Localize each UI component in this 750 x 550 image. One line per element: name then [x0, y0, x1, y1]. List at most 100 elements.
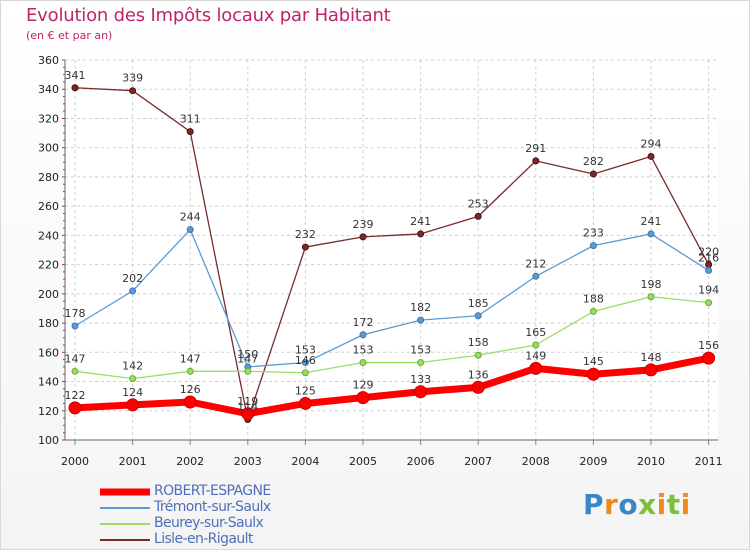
data-point-tremont-sur-saulx: [301, 359, 309, 367]
x-tick-label: 2001: [119, 455, 147, 468]
data-point-tremont-sur-saulx: [474, 312, 482, 320]
data-point-tremont-sur-saulx: [417, 316, 425, 324]
data-label-beurey-sur-saulx: 147: [65, 352, 86, 365]
data-point-tremont-sur-saulx: [589, 242, 597, 250]
data-point-tremont-sur-saulx: [705, 266, 713, 274]
data-point-robert-espagne: [183, 395, 197, 409]
x-tick-label: 2002: [176, 455, 204, 468]
data-label-robert-espagne: 149: [525, 349, 546, 362]
data-label-lisle-en-rigault: 114: [237, 401, 258, 414]
data-label-tremont-sur-saulx: 182: [410, 301, 431, 314]
logo-letter: o: [618, 488, 639, 521]
data-point-beurey-sur-saulx: [129, 375, 137, 383]
data-label-robert-espagne: 148: [641, 351, 662, 364]
data-point-beurey-sur-saulx: [301, 369, 309, 377]
data-label-tremont-sur-saulx: 153: [295, 344, 316, 357]
x-tick-label: 2011: [695, 455, 723, 468]
data-label-lisle-en-rigault: 232: [295, 228, 316, 241]
data-label-tremont-sur-saulx: 178: [65, 307, 86, 320]
data-label-tremont-sur-saulx: 216: [698, 251, 719, 264]
y-tick-label: 300: [38, 142, 59, 155]
y-tick-label: 240: [38, 229, 59, 242]
y-tick-label: 160: [38, 346, 59, 359]
data-label-lisle-en-rigault: 220: [698, 246, 719, 259]
data-label-tremont-sur-saulx: 150: [237, 348, 258, 361]
data-point-lisle-en-rigault: [589, 170, 597, 178]
data-label-beurey-sur-saulx: 142: [122, 360, 143, 373]
y-tick-label: 120: [38, 405, 59, 418]
data-label-lisle-en-rigault: 341: [65, 69, 86, 82]
data-label-robert-espagne: 136: [468, 368, 489, 381]
plot-area: [65, 60, 718, 440]
chart-title: Evolution des Impôts locaux par Habitant: [26, 5, 391, 26]
data-point-lisle-en-rigault: [186, 128, 194, 136]
data-point-robert-espagne: [298, 396, 312, 410]
legend-swatch-robert-espagne: [100, 488, 150, 496]
y-tick-label: 140: [38, 376, 59, 389]
data-point-robert-espagne: [356, 391, 370, 405]
data-label-lisle-en-rigault: 339: [122, 72, 143, 85]
x-tick-label: 2003: [234, 455, 262, 468]
logo-letter: P: [583, 488, 605, 521]
x-tick-label: 2006: [407, 455, 435, 468]
y-tick-label: 100: [38, 434, 59, 447]
data-label-tremont-sur-saulx: 172: [353, 316, 374, 329]
data-point-robert-espagne: [644, 363, 658, 377]
data-point-beurey-sur-saulx: [244, 367, 252, 375]
x-tick-label: 2004: [291, 455, 319, 468]
data-point-robert-espagne: [126, 398, 140, 412]
data-point-beurey-sur-saulx: [417, 359, 425, 367]
data-point-beurey-sur-saulx: [589, 307, 597, 315]
data-point-tremont-sur-saulx: [129, 287, 137, 295]
series-line-robert-espagne: [74, 354, 710, 418]
data-label-lisle-en-rigault: 241: [410, 215, 431, 228]
data-point-lisle-en-rigault: [359, 233, 367, 241]
legend-swatch-lisle-en-rigault: [100, 539, 150, 541]
data-point-tremont-sur-saulx: [71, 322, 79, 330]
data-label-beurey-sur-saulx: 158: [468, 336, 489, 349]
data-point-robert-espagne: [702, 351, 716, 365]
legend-swatch-beurey-sur-saulx: [100, 523, 150, 525]
data-label-tremont-sur-saulx: 241: [641, 215, 662, 228]
data-point-robert-espagne: [529, 361, 543, 375]
y-tick-label: 320: [38, 112, 59, 125]
x-tick-label: 2010: [637, 455, 665, 468]
data-label-beurey-sur-saulx: 153: [353, 344, 374, 357]
data-label-beurey-sur-saulx: 165: [525, 326, 546, 339]
data-label-beurey-sur-saulx: 198: [641, 278, 662, 291]
data-point-robert-espagne: [471, 380, 485, 394]
y-tick-label: 180: [38, 317, 59, 330]
legend-label-tremont-sur-saulx: Trémont-sur-Saulx: [154, 499, 271, 515]
x-tick-label: 2009: [579, 455, 607, 468]
legend-label-robert-espagne: ROBERT-ESPAGNE: [154, 483, 271, 499]
logo-letter: r: [604, 488, 619, 521]
y-tick-label: 260: [38, 200, 59, 213]
data-point-robert-espagne: [68, 401, 82, 415]
data-point-tremont-sur-saulx: [359, 331, 367, 339]
data-label-tremont-sur-saulx: 244: [180, 211, 201, 224]
data-label-extra: 119: [237, 395, 258, 408]
legend-label-beurey-sur-saulx: Beurey-sur-Saulx: [154, 515, 264, 531]
data-label-robert-espagne: 122: [65, 389, 86, 402]
data-point-beurey-sur-saulx: [705, 299, 713, 307]
data-point-beurey-sur-saulx: [359, 359, 367, 367]
data-label-beurey-sur-saulx: 147: [180, 352, 201, 365]
data-label-tremont-sur-saulx: 212: [525, 257, 546, 270]
legend-label-lisle-en-rigault: Lisle-en-Rigault: [154, 531, 253, 547]
data-point-tremont-sur-saulx: [647, 230, 655, 238]
data-point-robert-espagne: [241, 407, 255, 421]
data-point-lisle-en-rigault: [301, 243, 309, 251]
data-label-robert-espagne: 124: [122, 386, 143, 399]
data-label-lisle-en-rigault: 291: [525, 142, 546, 155]
data-label-tremont-sur-saulx: 185: [468, 297, 489, 310]
y-tick-label: 220: [38, 259, 59, 272]
logo-letter: i: [680, 488, 691, 521]
data-point-tremont-sur-saulx: [186, 226, 194, 234]
y-tick-label: 280: [38, 171, 59, 184]
data-label-lisle-en-rigault: 239: [353, 218, 374, 231]
x-tick-label: 2005: [349, 455, 377, 468]
data-label-robert-espagne: 145: [583, 355, 604, 368]
data-point-lisle-en-rigault: [129, 87, 137, 95]
data-point-tremont-sur-saulx: [532, 272, 540, 280]
